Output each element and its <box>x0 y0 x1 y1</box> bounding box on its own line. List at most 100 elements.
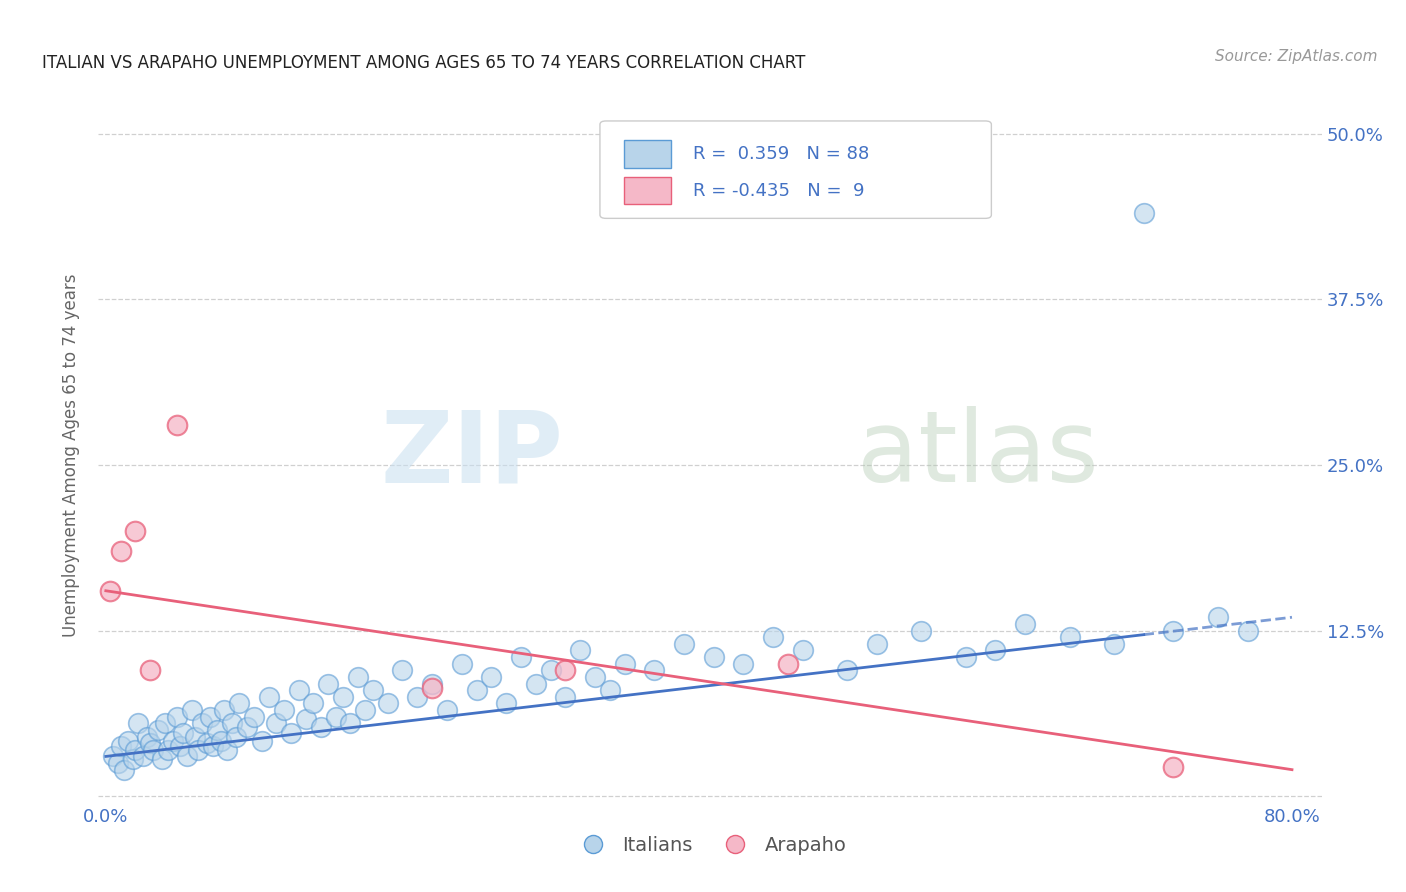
FancyBboxPatch shape <box>600 121 991 219</box>
Point <box>121 752 143 766</box>
Point <box>195 736 218 750</box>
Point <box>146 723 169 737</box>
Text: ZIP: ZIP <box>381 407 564 503</box>
Point <box>211 733 233 747</box>
Point <box>287 683 309 698</box>
Point <box>187 743 209 757</box>
Point <box>391 663 413 677</box>
Point <box>540 663 562 677</box>
Point <box>420 681 443 695</box>
Point <box>172 725 194 739</box>
Point <box>377 697 399 711</box>
Point <box>554 663 576 677</box>
Legend: Italians, Arapaho: Italians, Arapaho <box>565 828 855 863</box>
Point <box>1236 624 1258 638</box>
Point <box>235 720 257 734</box>
Point <box>132 749 155 764</box>
Point <box>295 712 318 726</box>
Text: ITALIAN VS ARAPAHO UNEMPLOYMENT AMONG AGES 65 TO 74 YEARS CORRELATION CHART: ITALIAN VS ARAPAHO UNEMPLOYMENT AMONG AG… <box>42 54 806 71</box>
Text: atlas: atlas <box>856 407 1098 503</box>
Text: R = -0.435   N =  9: R = -0.435 N = 9 <box>693 182 865 200</box>
Point <box>1163 760 1185 774</box>
Point <box>866 637 889 651</box>
Point <box>198 709 221 723</box>
Text: Source: ZipAtlas.com: Source: ZipAtlas.com <box>1215 49 1378 64</box>
Point <box>98 583 121 598</box>
Point <box>354 703 377 717</box>
Point <box>250 733 273 747</box>
Point <box>112 763 135 777</box>
Point <box>325 709 347 723</box>
Point <box>347 670 370 684</box>
Text: R =  0.359   N = 88: R = 0.359 N = 88 <box>693 145 869 162</box>
Point <box>273 703 295 717</box>
Point <box>162 733 184 747</box>
Point <box>569 643 592 657</box>
Point <box>762 630 785 644</box>
Point <box>221 716 243 731</box>
Point <box>191 716 214 731</box>
Point <box>166 709 188 723</box>
Point <box>110 739 132 753</box>
Point <box>124 524 146 538</box>
Point <box>837 663 859 677</box>
Point <box>139 736 162 750</box>
Point <box>107 756 129 770</box>
Point <box>776 657 799 671</box>
Point <box>450 657 472 671</box>
Point <box>136 730 159 744</box>
Point <box>554 690 576 704</box>
Point <box>266 716 288 731</box>
Point <box>103 749 125 764</box>
Point <box>157 743 180 757</box>
Point <box>280 725 302 739</box>
Point <box>180 703 202 717</box>
Point <box>599 683 621 698</box>
Point <box>205 723 228 737</box>
Point <box>361 683 384 698</box>
Point <box>1014 616 1036 631</box>
Point <box>217 743 239 757</box>
Point <box>124 743 146 757</box>
Point <box>225 730 247 744</box>
Point <box>176 749 198 764</box>
Point <box>495 697 517 711</box>
Point <box>302 697 325 711</box>
Point <box>309 720 332 734</box>
Point <box>127 716 149 731</box>
Point <box>142 743 165 757</box>
Point <box>117 733 139 747</box>
Point <box>984 643 1007 657</box>
Point <box>613 657 636 671</box>
Point <box>316 676 339 690</box>
Point <box>465 683 488 698</box>
Point <box>228 697 250 711</box>
Point <box>479 670 502 684</box>
Point <box>110 544 132 558</box>
Point <box>673 637 696 651</box>
Point <box>153 716 176 731</box>
Point <box>201 739 224 753</box>
Point <box>150 752 173 766</box>
Point <box>339 716 361 731</box>
Point <box>139 663 162 677</box>
Point <box>184 730 207 744</box>
Point <box>733 657 755 671</box>
Point <box>1102 637 1125 651</box>
Point <box>243 709 266 723</box>
FancyBboxPatch shape <box>624 177 671 204</box>
Point <box>524 676 547 690</box>
Point <box>1206 610 1229 624</box>
Point <box>1132 206 1154 220</box>
Point <box>792 643 814 657</box>
Point <box>169 739 191 753</box>
Point <box>166 418 188 433</box>
Point <box>643 663 665 677</box>
Point <box>510 650 533 665</box>
Point <box>420 676 443 690</box>
Point <box>1059 630 1081 644</box>
FancyBboxPatch shape <box>624 140 671 168</box>
Point <box>1163 624 1185 638</box>
Point <box>406 690 429 704</box>
Point <box>436 703 458 717</box>
